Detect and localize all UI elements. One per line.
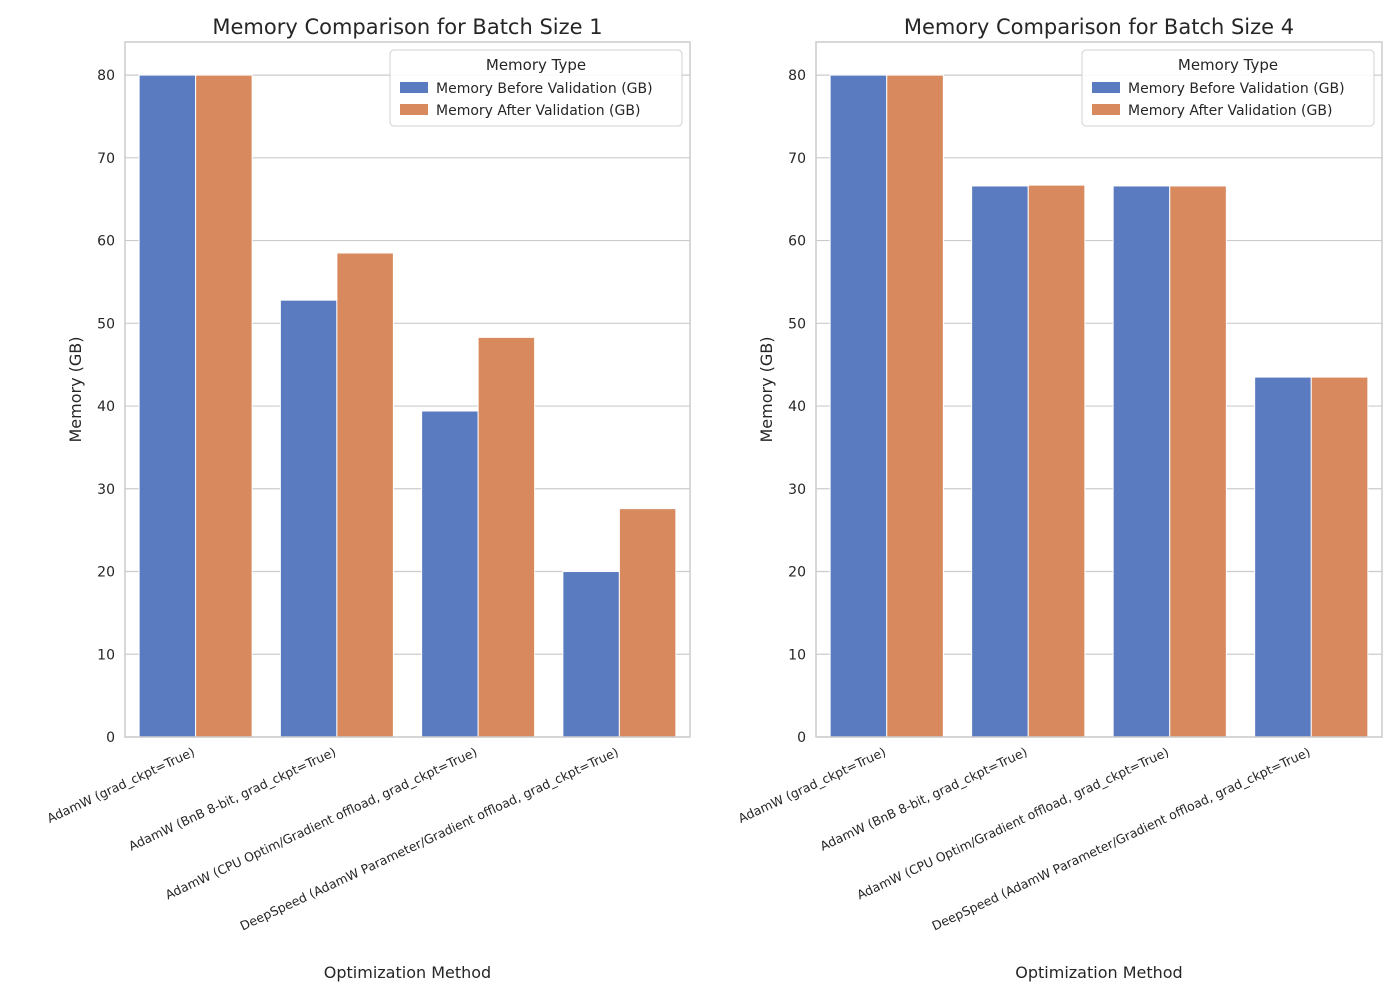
legend-label-1: Memory Before Validation (GB) [436,81,653,97]
chart-title: Memory Comparison for Batch Size 1 [212,15,602,39]
y-tick-label: 20 [788,565,806,581]
y-tick-label: 20 [97,565,115,581]
bar-after-2 [336,252,394,738]
y-tick-label: 80 [97,68,115,84]
bar-after-3 [1169,185,1227,738]
x-tick-label: AdamW (grad_ckpt=True) [45,744,197,826]
bar-after-2 [1027,184,1086,738]
bar-before-2 [279,299,338,738]
y-tick-label: 40 [97,399,115,415]
bar-before-4 [1254,376,1312,738]
legend-swatch-2 [400,104,428,115]
legend-box [1081,49,1375,127]
bar-before-3 [1112,185,1171,738]
x-axis-label: Optimization Method [1015,963,1182,982]
legend-title: Memory Type [486,56,586,74]
bar-before-1 [829,74,888,738]
legend-swatch-1 [400,82,428,93]
plot-frame [815,41,1383,738]
y-tick-label: 0 [106,730,115,746]
y-tick-label: 60 [97,234,115,250]
bar-after-4 [1310,376,1369,738]
y-tick-label: 60 [788,234,806,250]
legend-label-2: Memory After Validation (GB) [436,103,640,119]
y-tick-label: 10 [788,647,806,663]
bar-before-2 [971,185,1029,738]
y-tick-label: 50 [97,316,115,332]
legend-swatch-1 [1092,82,1120,93]
y-tick-label: 70 [97,151,115,167]
legend-label-1: Memory Before Validation (GB) [1128,81,1345,97]
chart-title: Memory Comparison for Batch Size 4 [904,15,1294,39]
y-tick-label: 80 [788,68,806,84]
chart-panel-1: 0 10 20 30 40 50 60 70 80 AdamW (grad_ckpt=True)A… [45,15,691,982]
x-tick-label: AdamW (CPU Optim/Gradient offload, grad_… [854,744,1171,902]
legend: Memory Type Memory Before Validation (GB)… [389,49,683,127]
bar-after-3 [477,336,536,738]
bar-before-4 [562,571,620,738]
legend-title: Memory Type [1178,56,1278,74]
y-tick-label: 50 [788,316,806,332]
y-tick-label: 0 [797,730,806,746]
legend-swatch-2 [1092,104,1120,115]
bar-before-3 [421,410,479,738]
chart-panel-2: 0 10 20 30 40 50 60 70 80 AdamW (grad_ckpt=True)A… [736,15,1383,982]
bar-after-1 [886,74,944,738]
x-tick-label: AdamW (grad_ckpt=True) [736,744,888,826]
legend-label-2: Memory After Validation (GB) [1128,103,1332,119]
plot-frame [124,41,691,738]
legend-box [389,49,683,127]
y-tick-label: 10 [97,647,115,663]
y-axis-label: Memory (GB) [757,336,776,442]
y-tick-label: 30 [97,482,115,498]
bar-before-1 [138,74,197,738]
y-axis-label: Memory (GB) [66,336,85,442]
x-tick-label: AdamW (CPU Optim/Gradient offload, grad_… [163,744,480,902]
y-tick-label: 30 [788,482,806,498]
x-axis-label: Optimization Method [324,963,491,982]
bar-after-1 [195,74,253,738]
bar-after-4 [618,508,677,738]
y-tick-label: 70 [788,151,806,167]
y-tick-label: 40 [788,399,806,415]
legend: Memory Type Memory Before Validation (GB)… [1081,49,1375,127]
